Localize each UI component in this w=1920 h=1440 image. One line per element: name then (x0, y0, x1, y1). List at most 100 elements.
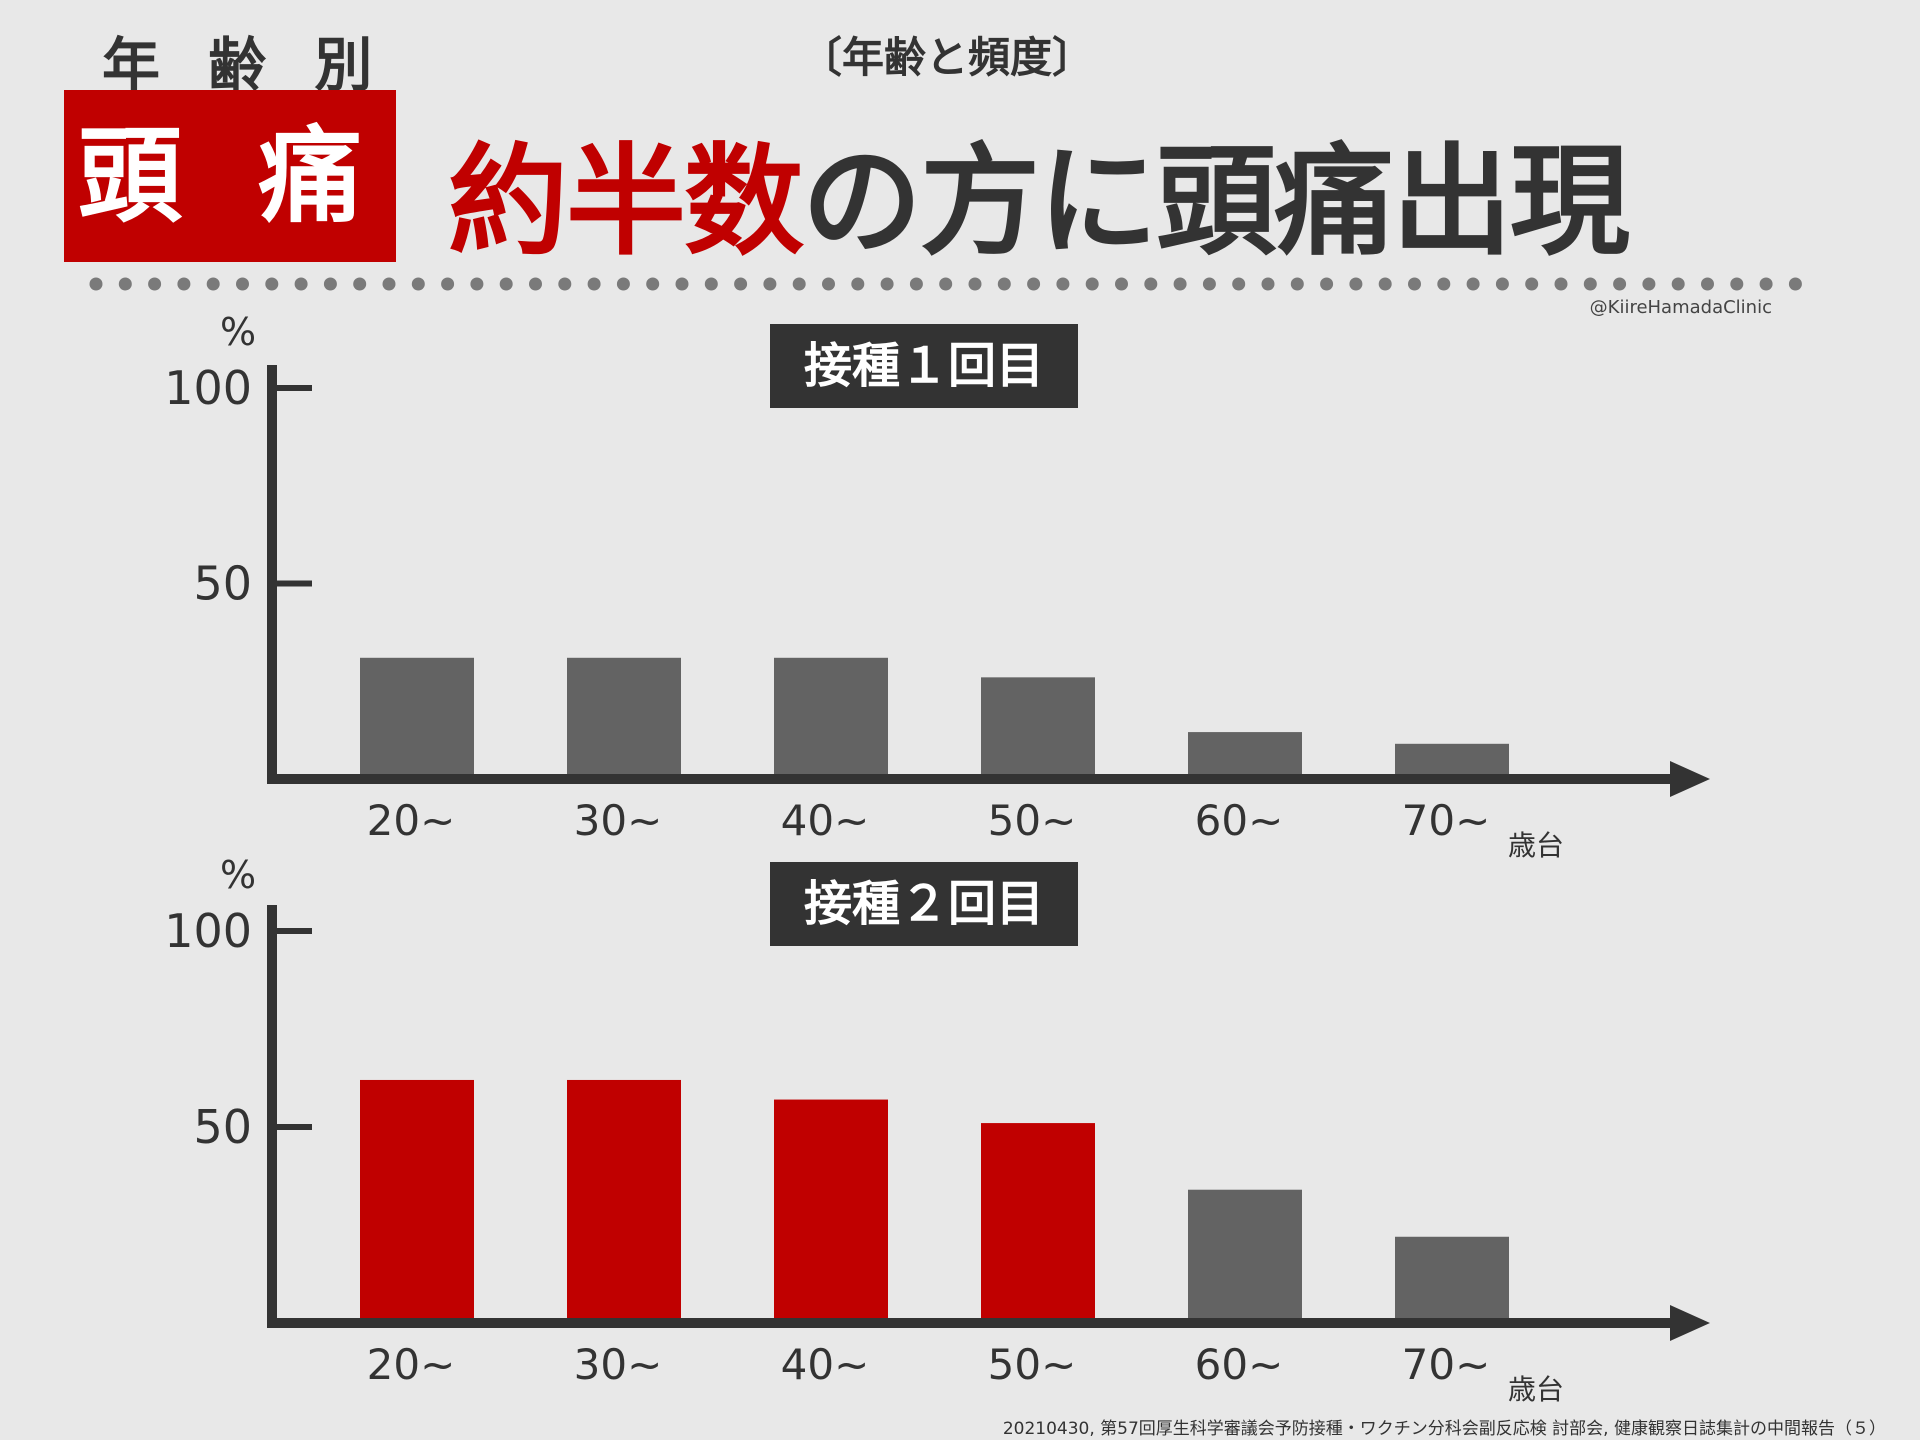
bar-70 (1395, 1236, 1509, 1323)
divider-dot (763, 277, 777, 291)
divider-dot (1085, 277, 1099, 291)
headline-emphasis: 約半数 (448, 133, 804, 272)
source-citation: 20210430, 第57回厚生科学審議会予防接種・ワクチン分科会副反応検 討部… (1002, 1419, 1886, 1439)
chart-dose-2: 接種２回目 20~ 30~ 40~ 50~ 60~ 70~ 100 50% 歳台 (164, 853, 1710, 1406)
divider-dot (587, 277, 601, 291)
divider-dot (1290, 277, 1304, 291)
divider-dot (294, 277, 308, 291)
divider-dot (1554, 277, 1568, 291)
divider-dot (1437, 277, 1451, 291)
tag-box (64, 90, 396, 262)
divider-dot (822, 277, 835, 291)
bar-30 (567, 657, 681, 779)
divider-dot (1642, 277, 1656, 291)
x-tick-label: 20~ (367, 796, 456, 845)
tag-label: 頭 痛 (77, 115, 383, 237)
bar-70 (1395, 743, 1509, 779)
divider-dot (382, 277, 396, 291)
divider-dot (323, 277, 337, 291)
divider-dot (1202, 277, 1216, 291)
x-tick-label: 50~ (988, 1340, 1077, 1389)
bar-20 (360, 657, 474, 779)
divider-dot (353, 277, 367, 291)
y-tick-label: 50 (193, 557, 252, 611)
x-tick-label: 60~ (1195, 1340, 1284, 1389)
divider-dot (1495, 277, 1509, 291)
divider-dot (1232, 277, 1246, 291)
bar-20 (360, 1079, 474, 1323)
bar-50 (981, 1123, 1095, 1323)
bar-50 (981, 677, 1095, 779)
divider-dot (499, 277, 513, 291)
bar-60 (1188, 732, 1302, 779)
divider-dot (909, 277, 923, 291)
x-tick-label: 30~ (574, 796, 663, 845)
divider-dot (529, 277, 542, 291)
y-axis-label: % (220, 853, 256, 897)
divider-dot (646, 277, 660, 291)
bar-60 (1188, 1189, 1302, 1323)
x-tick-label: 30~ (574, 1340, 663, 1389)
topic-label: 〔年齢と頻度〕 (800, 33, 1095, 82)
divider-dot (1671, 277, 1685, 291)
divider-dot (148, 277, 162, 291)
divider-dot (118, 277, 132, 291)
divider-dot (1261, 277, 1275, 291)
y-tick-label: 50 (193, 1100, 252, 1154)
divider-dot (1788, 277, 1802, 291)
y-axis-label: % (220, 310, 256, 354)
divider-dot (704, 277, 718, 291)
divider-dot (1408, 277, 1421, 291)
divider-dot (1144, 277, 1158, 291)
dotted-divider (89, 277, 1802, 291)
divider-dot (939, 277, 953, 291)
divider-dot (89, 277, 103, 291)
divider-dot (1173, 277, 1187, 291)
x-tick-label: 60~ (1195, 796, 1284, 845)
x-tick-label: 50~ (988, 796, 1077, 845)
bar-30 (567, 1079, 681, 1323)
divider-dot (1701, 277, 1714, 291)
chart-title: 接種１回目 (804, 338, 1044, 394)
divider-dot (558, 277, 572, 291)
divider-dot (1613, 277, 1627, 291)
divider-dot (851, 277, 865, 291)
divider-dot (206, 277, 220, 291)
divider-dot (177, 277, 191, 291)
divider-dot (1583, 277, 1597, 291)
x-tick-label: 70~ (1402, 796, 1491, 845)
chart-dose-1: 接種１回目 20~ 30~ 40~ 50~ 60~ 70~ 100 50% 歳台 (164, 310, 1710, 862)
divider-dot (265, 277, 279, 291)
chart-title-box (770, 324, 1078, 408)
divider-dot (1349, 277, 1363, 291)
x-tick-label: 40~ (781, 1340, 870, 1389)
divider-dot (1466, 277, 1480, 291)
y-tick-label: 100 (164, 361, 252, 415)
divider-dot (997, 277, 1011, 291)
credit-handle: @KiireHamadaClinic (1589, 297, 1772, 318)
x-axis-label: 歳台 (1508, 829, 1564, 862)
divider-dot (1525, 277, 1539, 291)
headline-rest: の方に頭痛出現 (802, 133, 1630, 272)
x-tick-label: 40~ (781, 796, 870, 845)
divider-dot (1115, 277, 1128, 291)
x-axis-arrow (1670, 761, 1710, 797)
divider-dot (1759, 277, 1773, 291)
divider-dot (616, 277, 630, 291)
divider-dot (968, 277, 982, 291)
bar-40 (774, 1099, 888, 1323)
divider-dot (1378, 277, 1392, 291)
divider-dot (734, 277, 748, 291)
chart-title-box (770, 862, 1078, 946)
divider-dot (1027, 277, 1041, 291)
divider-dot (792, 277, 806, 291)
divider-dot (1730, 277, 1744, 291)
divider-dot (411, 277, 425, 291)
x-tick-label: 20~ (367, 1340, 456, 1389)
x-tick-label: 70~ (1402, 1340, 1491, 1389)
headline: 約半数の方に頭痛出現 (448, 104, 1630, 278)
divider-dot (470, 277, 484, 291)
divider-dot (1320, 277, 1334, 291)
y-tick-label: 100 (164, 904, 252, 958)
